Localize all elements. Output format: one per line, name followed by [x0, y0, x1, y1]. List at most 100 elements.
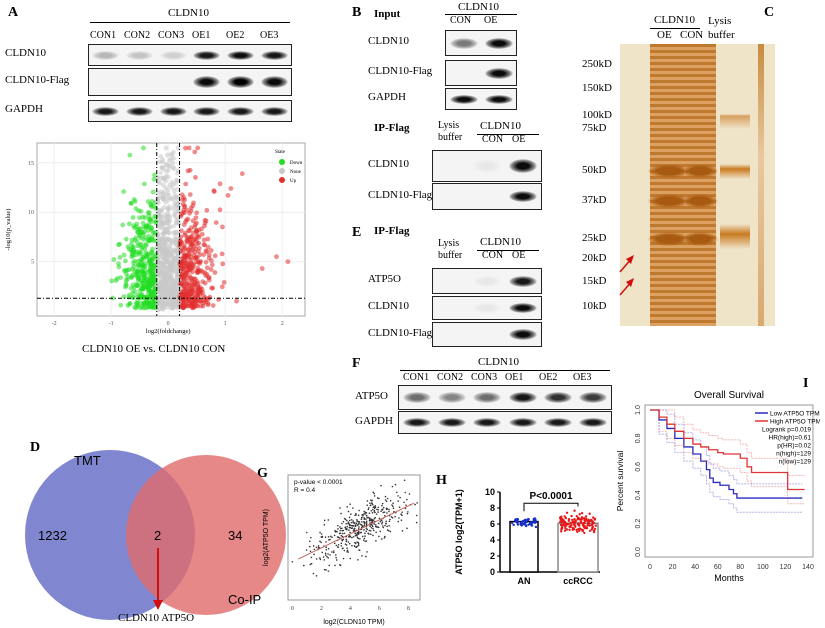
data-point — [574, 519, 577, 523]
volcano-point — [171, 165, 177, 171]
volcano-point — [138, 250, 144, 256]
scatter-point — [383, 537, 386, 539]
legend-label: None — [290, 170, 302, 175]
volcano-point — [131, 260, 136, 266]
panel-label-f: F — [352, 356, 361, 371]
scatter-point — [374, 516, 376, 519]
volcano-point — [184, 281, 190, 287]
x-tick-label: AN — [518, 576, 531, 586]
scatter-point — [331, 551, 333, 553]
scatter-point — [343, 532, 346, 535]
b-lane-con: CON — [450, 15, 472, 26]
scatter-point — [396, 491, 398, 494]
scatter-point — [348, 529, 350, 531]
data-point — [578, 513, 581, 516]
panel-label-g: G — [257, 466, 268, 481]
volcano-point — [125, 274, 131, 280]
volcano-point — [134, 274, 140, 279]
scatter-point — [391, 504, 393, 506]
volcano-point — [121, 189, 127, 195]
x-tick-label: 1 — [224, 321, 227, 327]
volcano-point — [163, 249, 169, 254]
data-point — [592, 529, 596, 532]
scatter-point — [375, 531, 377, 534]
a-blot-0 — [88, 44, 292, 66]
scatter-point — [403, 501, 405, 504]
volcano-point — [178, 239, 183, 244]
volcano-point — [192, 255, 198, 261]
blot-band — [193, 76, 221, 88]
volcano-point — [125, 244, 131, 249]
volcano-point — [161, 287, 167, 292]
blot-band — [508, 159, 538, 173]
scatter-point — [325, 569, 327, 571]
scatter-point — [361, 555, 363, 557]
volcano-point — [186, 145, 192, 151]
volcano-point — [221, 279, 227, 285]
legend-title: State — [275, 150, 286, 155]
a-blot-1-label: CLDN10-Flag — [5, 74, 70, 86]
scatter-point — [364, 535, 366, 537]
scatter-point — [305, 531, 308, 534]
data-point — [582, 517, 586, 520]
scatter-point — [350, 513, 352, 516]
scatter-point — [369, 525, 371, 528]
volcano-point — [188, 257, 194, 263]
volcano-point — [204, 271, 210, 277]
scatter-point — [381, 508, 383, 511]
scatter-point — [398, 506, 401, 509]
volcano-point — [173, 177, 179, 183]
blot-band — [92, 106, 120, 116]
scatter-point — [365, 511, 368, 514]
volcano-point — [159, 236, 165, 241]
scatter-point — [320, 541, 322, 544]
volcano-point — [127, 152, 133, 158]
scatter-point — [365, 555, 367, 558]
volcano-point — [185, 216, 191, 222]
scatter-point — [353, 525, 355, 527]
volcano-point — [167, 157, 173, 163]
scatter-point — [357, 559, 359, 561]
survival-curve-0 — [650, 409, 803, 499]
scatter-point — [317, 545, 320, 547]
scatter-point — [373, 523, 376, 525]
volcano-point — [197, 259, 202, 265]
panel-label-d: D — [30, 440, 41, 455]
scatter-point — [329, 535, 332, 538]
volcano-point — [201, 223, 207, 229]
volcano-point — [165, 152, 170, 158]
volcano-point — [204, 265, 210, 271]
data-point — [594, 524, 598, 527]
data-point — [522, 519, 525, 523]
scatter-point — [333, 542, 336, 545]
x-tick-label: 6 — [378, 606, 381, 612]
volcano-point — [141, 301, 147, 307]
scatter-point — [416, 502, 418, 504]
volcano-point — [200, 298, 206, 304]
volcano-point — [131, 223, 136, 229]
b-ip-lane-con: CON — [482, 134, 504, 145]
volcano-point — [148, 266, 154, 271]
significance-bracket — [523, 502, 579, 512]
data-point — [568, 528, 571, 532]
data-point — [567, 523, 570, 526]
volcano-point — [183, 145, 188, 151]
volcano-point — [200, 303, 206, 309]
expression-bar-chart: 0 2 4 6 8 10 AN ccRCC P<0.0001 ATP5O log2(TPM+1) — [454, 487, 600, 586]
a-lane-oe1: OE1 — [192, 30, 211, 41]
blot-band — [227, 50, 254, 60]
volcano-point — [160, 282, 166, 288]
scatter-point — [371, 503, 374, 506]
scatter-point — [372, 534, 374, 537]
volcano-plot: -2 -1 0 1 2 5 10 15 log2(foldchange) -log10(p_val… — [5, 142, 306, 335]
scatter-point — [401, 511, 403, 513]
x-tick-label: -1 — [109, 321, 114, 327]
survival-stat: p(HR)=0.02 — [777, 443, 811, 450]
scatter-point — [321, 536, 323, 539]
volcano-point — [213, 220, 219, 226]
volcano-point — [151, 176, 157, 182]
scatter-point — [329, 554, 331, 556]
data-point — [576, 530, 579, 533]
volcano-point — [109, 278, 115, 284]
e-lysis-label: Lysis buffer — [438, 238, 463, 261]
